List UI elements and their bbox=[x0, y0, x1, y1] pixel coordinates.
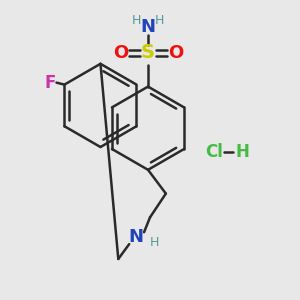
Text: N: N bbox=[129, 228, 144, 246]
Text: O: O bbox=[168, 44, 183, 62]
Text: H: H bbox=[235, 143, 249, 161]
Text: S: S bbox=[141, 44, 155, 62]
Text: H: H bbox=[131, 14, 141, 27]
Text: N: N bbox=[140, 18, 155, 36]
Text: O: O bbox=[113, 44, 128, 62]
Text: H: H bbox=[149, 236, 159, 249]
Text: Cl: Cl bbox=[206, 143, 223, 161]
Text: F: F bbox=[45, 74, 56, 92]
Text: H: H bbox=[155, 14, 165, 27]
